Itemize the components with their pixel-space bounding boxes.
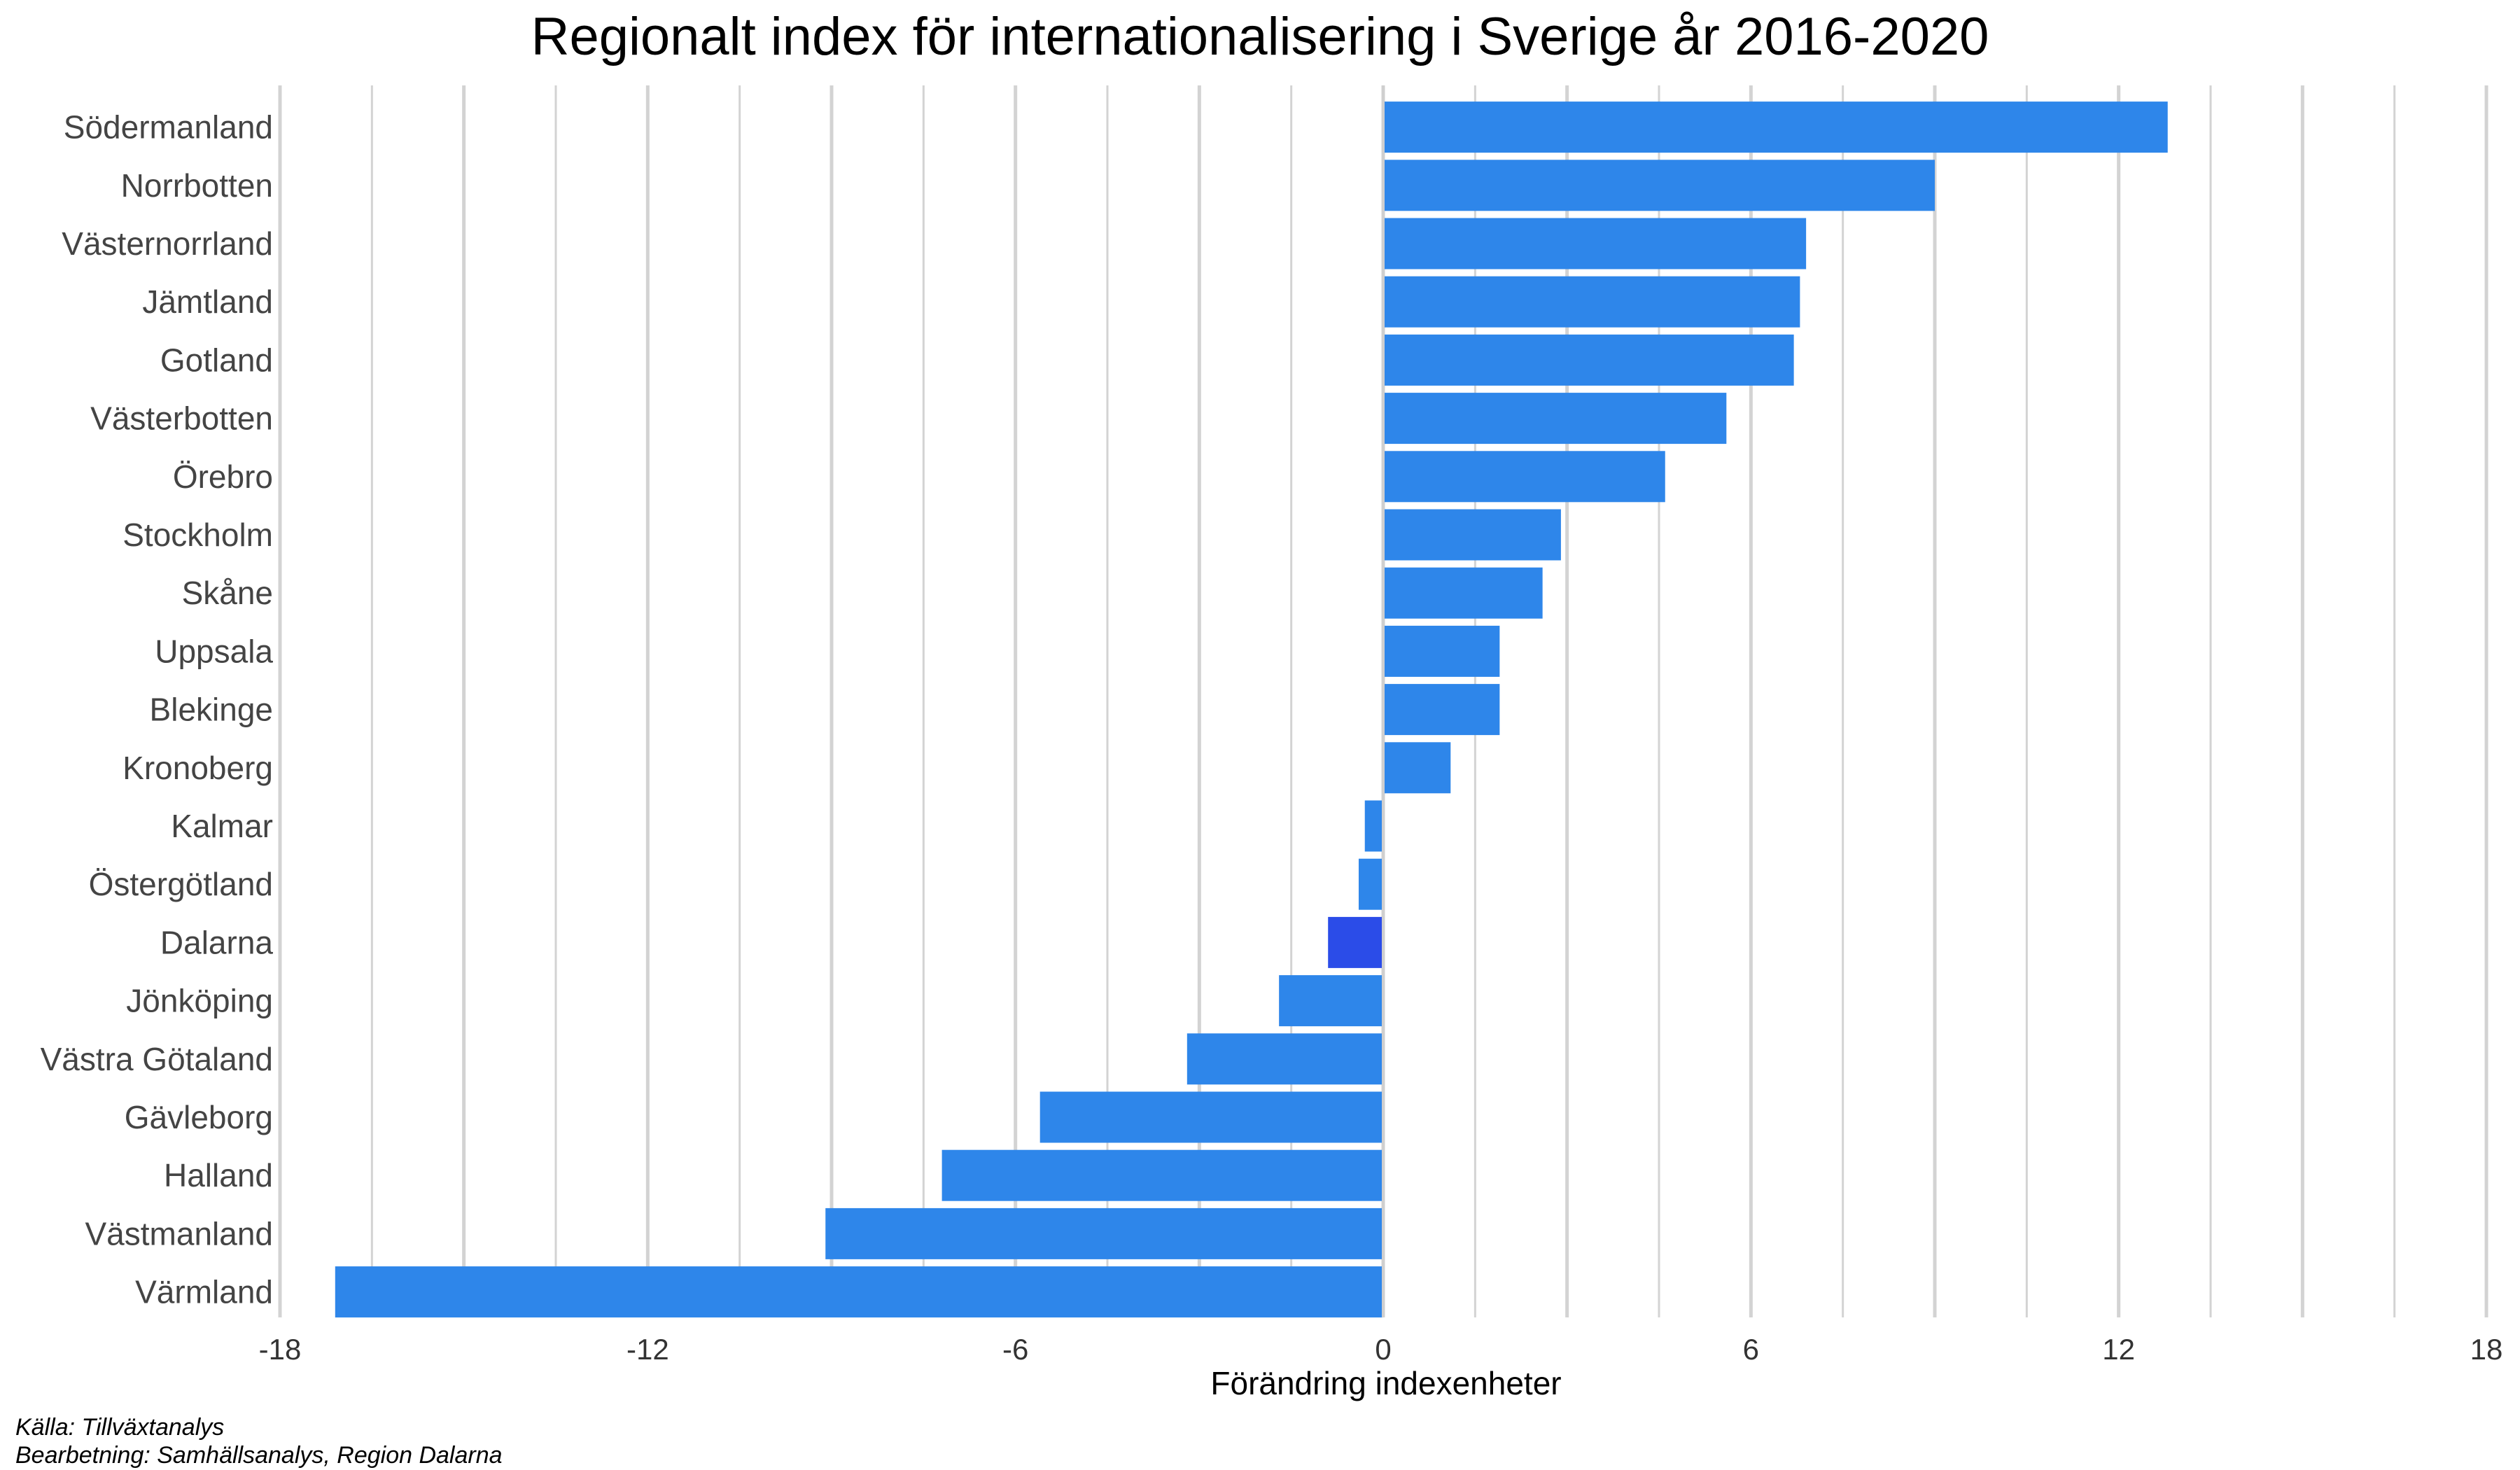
bar-värmland xyxy=(335,1266,1383,1318)
x-tick-label: -18 xyxy=(259,1333,302,1366)
category-label: Blekinge xyxy=(150,692,273,728)
category-label: Skåne xyxy=(182,575,273,611)
x-tick-label: 6 xyxy=(1743,1333,1759,1366)
bar-östergötland xyxy=(1358,858,1383,910)
category-label: Halland xyxy=(164,1157,273,1194)
bar-blekinge xyxy=(1383,684,1500,736)
category-label: Västerbotten xyxy=(90,400,273,437)
x-tick-label: 18 xyxy=(2470,1333,2503,1366)
category-label: Kronoberg xyxy=(122,750,273,786)
x-tick-label: 12 xyxy=(2102,1333,2135,1366)
bar-uppsala xyxy=(1383,625,1500,677)
category-label: Västra Götaland xyxy=(41,1041,273,1077)
category-label: Västernorrland xyxy=(62,225,273,262)
bar-jönköping xyxy=(1279,975,1383,1027)
category-label: Uppsala xyxy=(155,633,273,669)
caption-processing: Bearbetning: Samhällsanalys, Region Dala… xyxy=(15,1442,503,1469)
bar-halland xyxy=(941,1149,1383,1201)
x-axis-ticks: -18 -12 -6 0 6 12 18 xyxy=(259,1333,2503,1366)
bar-gävleborg xyxy=(1040,1091,1383,1143)
bar-västra-götaland xyxy=(1186,1033,1383,1085)
caption-source: Källa: Tillväxtanalys xyxy=(15,1414,224,1441)
x-tick-label: -6 xyxy=(1002,1333,1028,1366)
category-labels: Södermanland Norrbotten Västernorrland Jämt… xyxy=(41,109,274,1310)
bar-gotland xyxy=(1383,334,1794,386)
chart-title: Regionalt index för internationalisering… xyxy=(531,7,1989,66)
category-label: Jämtland xyxy=(142,284,273,320)
category-label: Dalarna xyxy=(160,924,274,960)
category-label: Gävleborg xyxy=(125,1099,273,1135)
bar-kronoberg xyxy=(1383,742,1451,794)
category-label: Örebro xyxy=(173,458,273,495)
category-label: Västmanland xyxy=(85,1215,274,1252)
x-axis-title: Förändring indexenheter xyxy=(1210,1365,1561,1401)
bar-dalarna xyxy=(1328,916,1383,968)
bar-norrbotten xyxy=(1383,160,1935,211)
category-label: Norrbotten xyxy=(121,167,273,204)
category-label: Kalmar xyxy=(171,808,273,844)
bar-stockholm xyxy=(1383,509,1561,561)
bars xyxy=(335,102,2168,1318)
category-label: Jönköping xyxy=(126,983,273,1019)
category-label: Värmland xyxy=(135,1274,273,1310)
x-tick-label: 0 xyxy=(1375,1333,1391,1366)
bar-västerbotten xyxy=(1383,393,1727,444)
bar-jämtland xyxy=(1383,276,1800,328)
bar-skåne xyxy=(1383,567,1543,619)
bar-södermanland xyxy=(1383,102,2168,153)
bar-kalmar xyxy=(1364,800,1383,852)
bar-västernorrland xyxy=(1383,218,1807,270)
x-tick-label: -12 xyxy=(626,1333,669,1366)
category-label: Stockholm xyxy=(122,517,273,553)
category-label: Östergötland xyxy=(89,866,273,902)
category-label: Södermanland xyxy=(64,109,273,146)
category-label: Gotland xyxy=(160,342,273,378)
bar-örebro xyxy=(1383,451,1665,503)
bar-västmanland xyxy=(825,1208,1383,1259)
